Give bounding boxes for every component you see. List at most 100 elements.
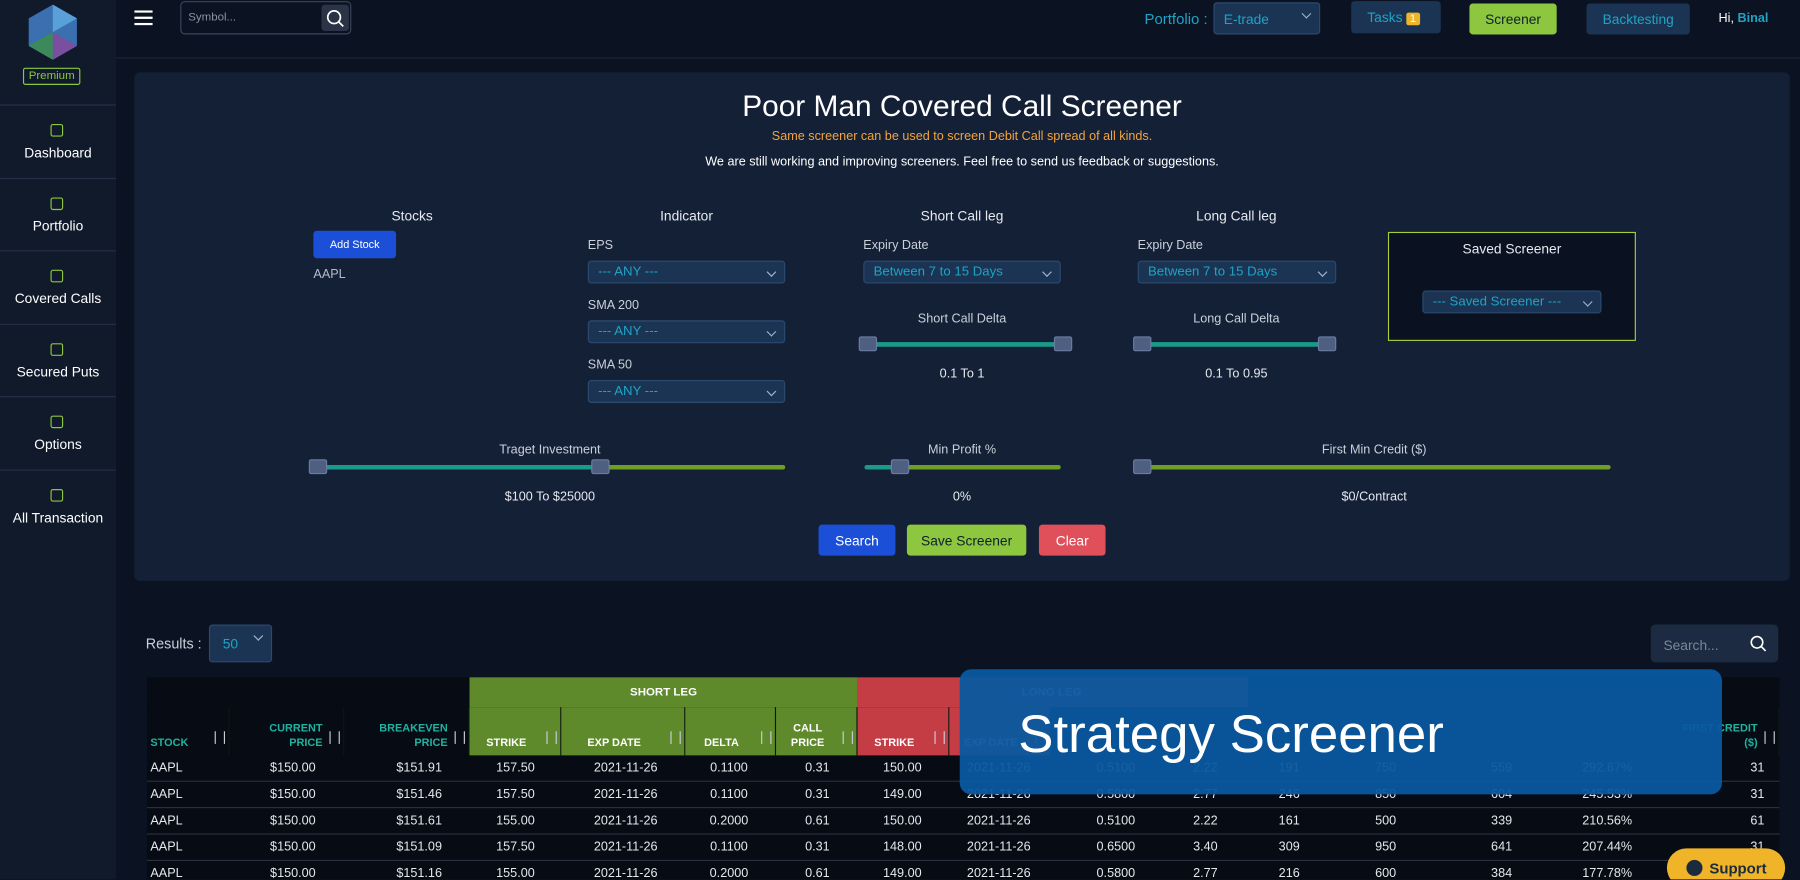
sidebar-separator [0, 104, 116, 106]
table-cell: AAPL [150, 761, 183, 775]
slider-handle[interactable] [890, 459, 910, 475]
search-button[interactable]: Search [818, 524, 896, 556]
indicator-select[interactable]: --- ANY --- [587, 320, 786, 344]
sidebar-item[interactable] [0, 179, 116, 251]
sort-icon[interactable] [329, 731, 340, 744]
table-cell: 0.6500 [1096, 840, 1136, 855]
slider-handle[interactable] [308, 459, 328, 475]
column-title: Stocks [391, 207, 433, 224]
table-cell: $150.00 [270, 813, 316, 828]
slider-track [867, 342, 1064, 347]
field-label: EPS [587, 238, 614, 253]
sort-icon[interactable] [934, 731, 945, 744]
table-cell: 149.00 [883, 866, 922, 880]
user-name: Binal [1737, 11, 1769, 26]
table-cell: AAPL [150, 813, 183, 828]
sidebar-icon [50, 269, 64, 283]
field-label: SMA 200 [587, 298, 640, 313]
slider-value: $0/Contract [1341, 490, 1407, 504]
table-cell: 384 [1491, 866, 1513, 880]
page-size-select[interactable]: 50 [208, 624, 273, 663]
clear-button[interactable]: Clear [1038, 524, 1106, 556]
table-cell: 2021-11-26 [593, 787, 658, 802]
slider-value: 0.1 To 0.95 [1205, 367, 1268, 382]
header-label: STRIKE [874, 737, 915, 750]
sort-icon[interactable] [454, 731, 465, 744]
sidebar-icon [50, 123, 64, 137]
symbol-placeholder: Symbol... [188, 11, 237, 25]
table-cell: 0.1100 [710, 761, 748, 775]
table-cell: 2021-11-26 [593, 866, 658, 880]
table-search[interactable] [1650, 624, 1779, 663]
support-icon [1686, 859, 1703, 876]
add-stock-button[interactable]: Add Stock [313, 230, 397, 259]
slider-value: 0.1 To 1 [939, 367, 985, 382]
sidebar-label: Dashboard [24, 144, 92, 161]
sidebar-icon [50, 196, 64, 210]
row-separator [146, 807, 1780, 809]
saved-screener-box [1387, 231, 1636, 341]
sidebar-icon [50, 416, 64, 429]
premium-badge: Premium [22, 67, 81, 85]
sort-icon[interactable] [761, 731, 772, 744]
table-cell: 309 [1278, 840, 1300, 855]
sort-icon[interactable] [842, 731, 853, 744]
header-label: CALL PRICE [790, 722, 825, 750]
portfolio-select[interactable]: E-trade [1213, 2, 1321, 35]
table-cell: 3.40 [1193, 840, 1218, 855]
table-cell: 161 [1278, 813, 1300, 828]
sidebar-item[interactable] [0, 252, 116, 324]
slider-handle[interactable] [1133, 459, 1152, 475]
table-cell: 500 [1375, 813, 1397, 828]
indicator-select[interactable]: --- ANY --- [587, 379, 786, 403]
backtesting-button[interactable]: Backtesting [1586, 3, 1690, 35]
screener-button[interactable]: Screener [1469, 3, 1557, 35]
support-label: Support [1709, 859, 1767, 878]
slider-handle[interactable] [591, 459, 610, 475]
portfolio-label: Portfolio : [1144, 10, 1208, 28]
slider-handle[interactable] [1133, 336, 1152, 352]
slider-label: Short Call Delta [917, 312, 1007, 327]
slider-label: First Min Credit ($) [1321, 443, 1427, 457]
sidebar-item[interactable] [0, 325, 116, 397]
sidebar-item[interactable] [0, 471, 116, 543]
indicator-select[interactable]: --- ANY --- [587, 260, 786, 284]
table-search-icon[interactable] [1750, 635, 1767, 652]
slider-handle[interactable] [1053, 336, 1073, 352]
search-icon[interactable] [321, 4, 349, 31]
support-button[interactable] [1666, 848, 1786, 880]
expiry-select[interactable]: Between 7 to 15 Days [863, 260, 1061, 284]
sidebar-item[interactable] [0, 106, 116, 178]
saved-screener-select[interactable]: --- Saved Screener --- [1422, 290, 1602, 314]
save-screener-button[interactable]: Save Screener [906, 524, 1027, 556]
sort-icon[interactable] [546, 731, 557, 744]
slider-handle[interactable] [1317, 336, 1337, 352]
expiry-select[interactable]: Between 7 to 15 Days [1137, 260, 1337, 284]
sort-icon[interactable] [214, 731, 226, 744]
sidebar-separator [0, 469, 116, 471]
sort-icon[interactable] [670, 731, 681, 744]
table-cell: $150.00 [270, 761, 316, 775]
menu-toggle[interactable] [134, 10, 153, 26]
tasks-button[interactable]: Tasks 1 [1351, 1, 1441, 34]
slider-handle[interactable] [858, 336, 878, 352]
sidebar-item[interactable] [0, 398, 116, 470]
table-cell: 31 [1750, 761, 1765, 775]
overlay-title: Strategy Screener [1018, 703, 1444, 764]
slider-track [864, 464, 901, 470]
table-cell: $151.91 [396, 761, 442, 775]
symbol-search[interactable] [180, 1, 352, 35]
header-label: DELTA [704, 737, 739, 750]
slider-label: Traget Investment [499, 443, 601, 457]
table-cell: 210.56% [1582, 813, 1633, 828]
table-cell: 0.2000 [709, 813, 749, 828]
sort-icon[interactable] [1764, 731, 1775, 744]
header-cell [776, 707, 858, 756]
table-cell: $151.46 [396, 787, 442, 802]
screener-title: Poor Man Covered Call Screener [742, 88, 1182, 123]
sidebar-label: Options [34, 436, 82, 453]
table-cell: 2021-11-26 [966, 840, 1031, 855]
greeting: Hi, Binal [1719, 11, 1769, 25]
